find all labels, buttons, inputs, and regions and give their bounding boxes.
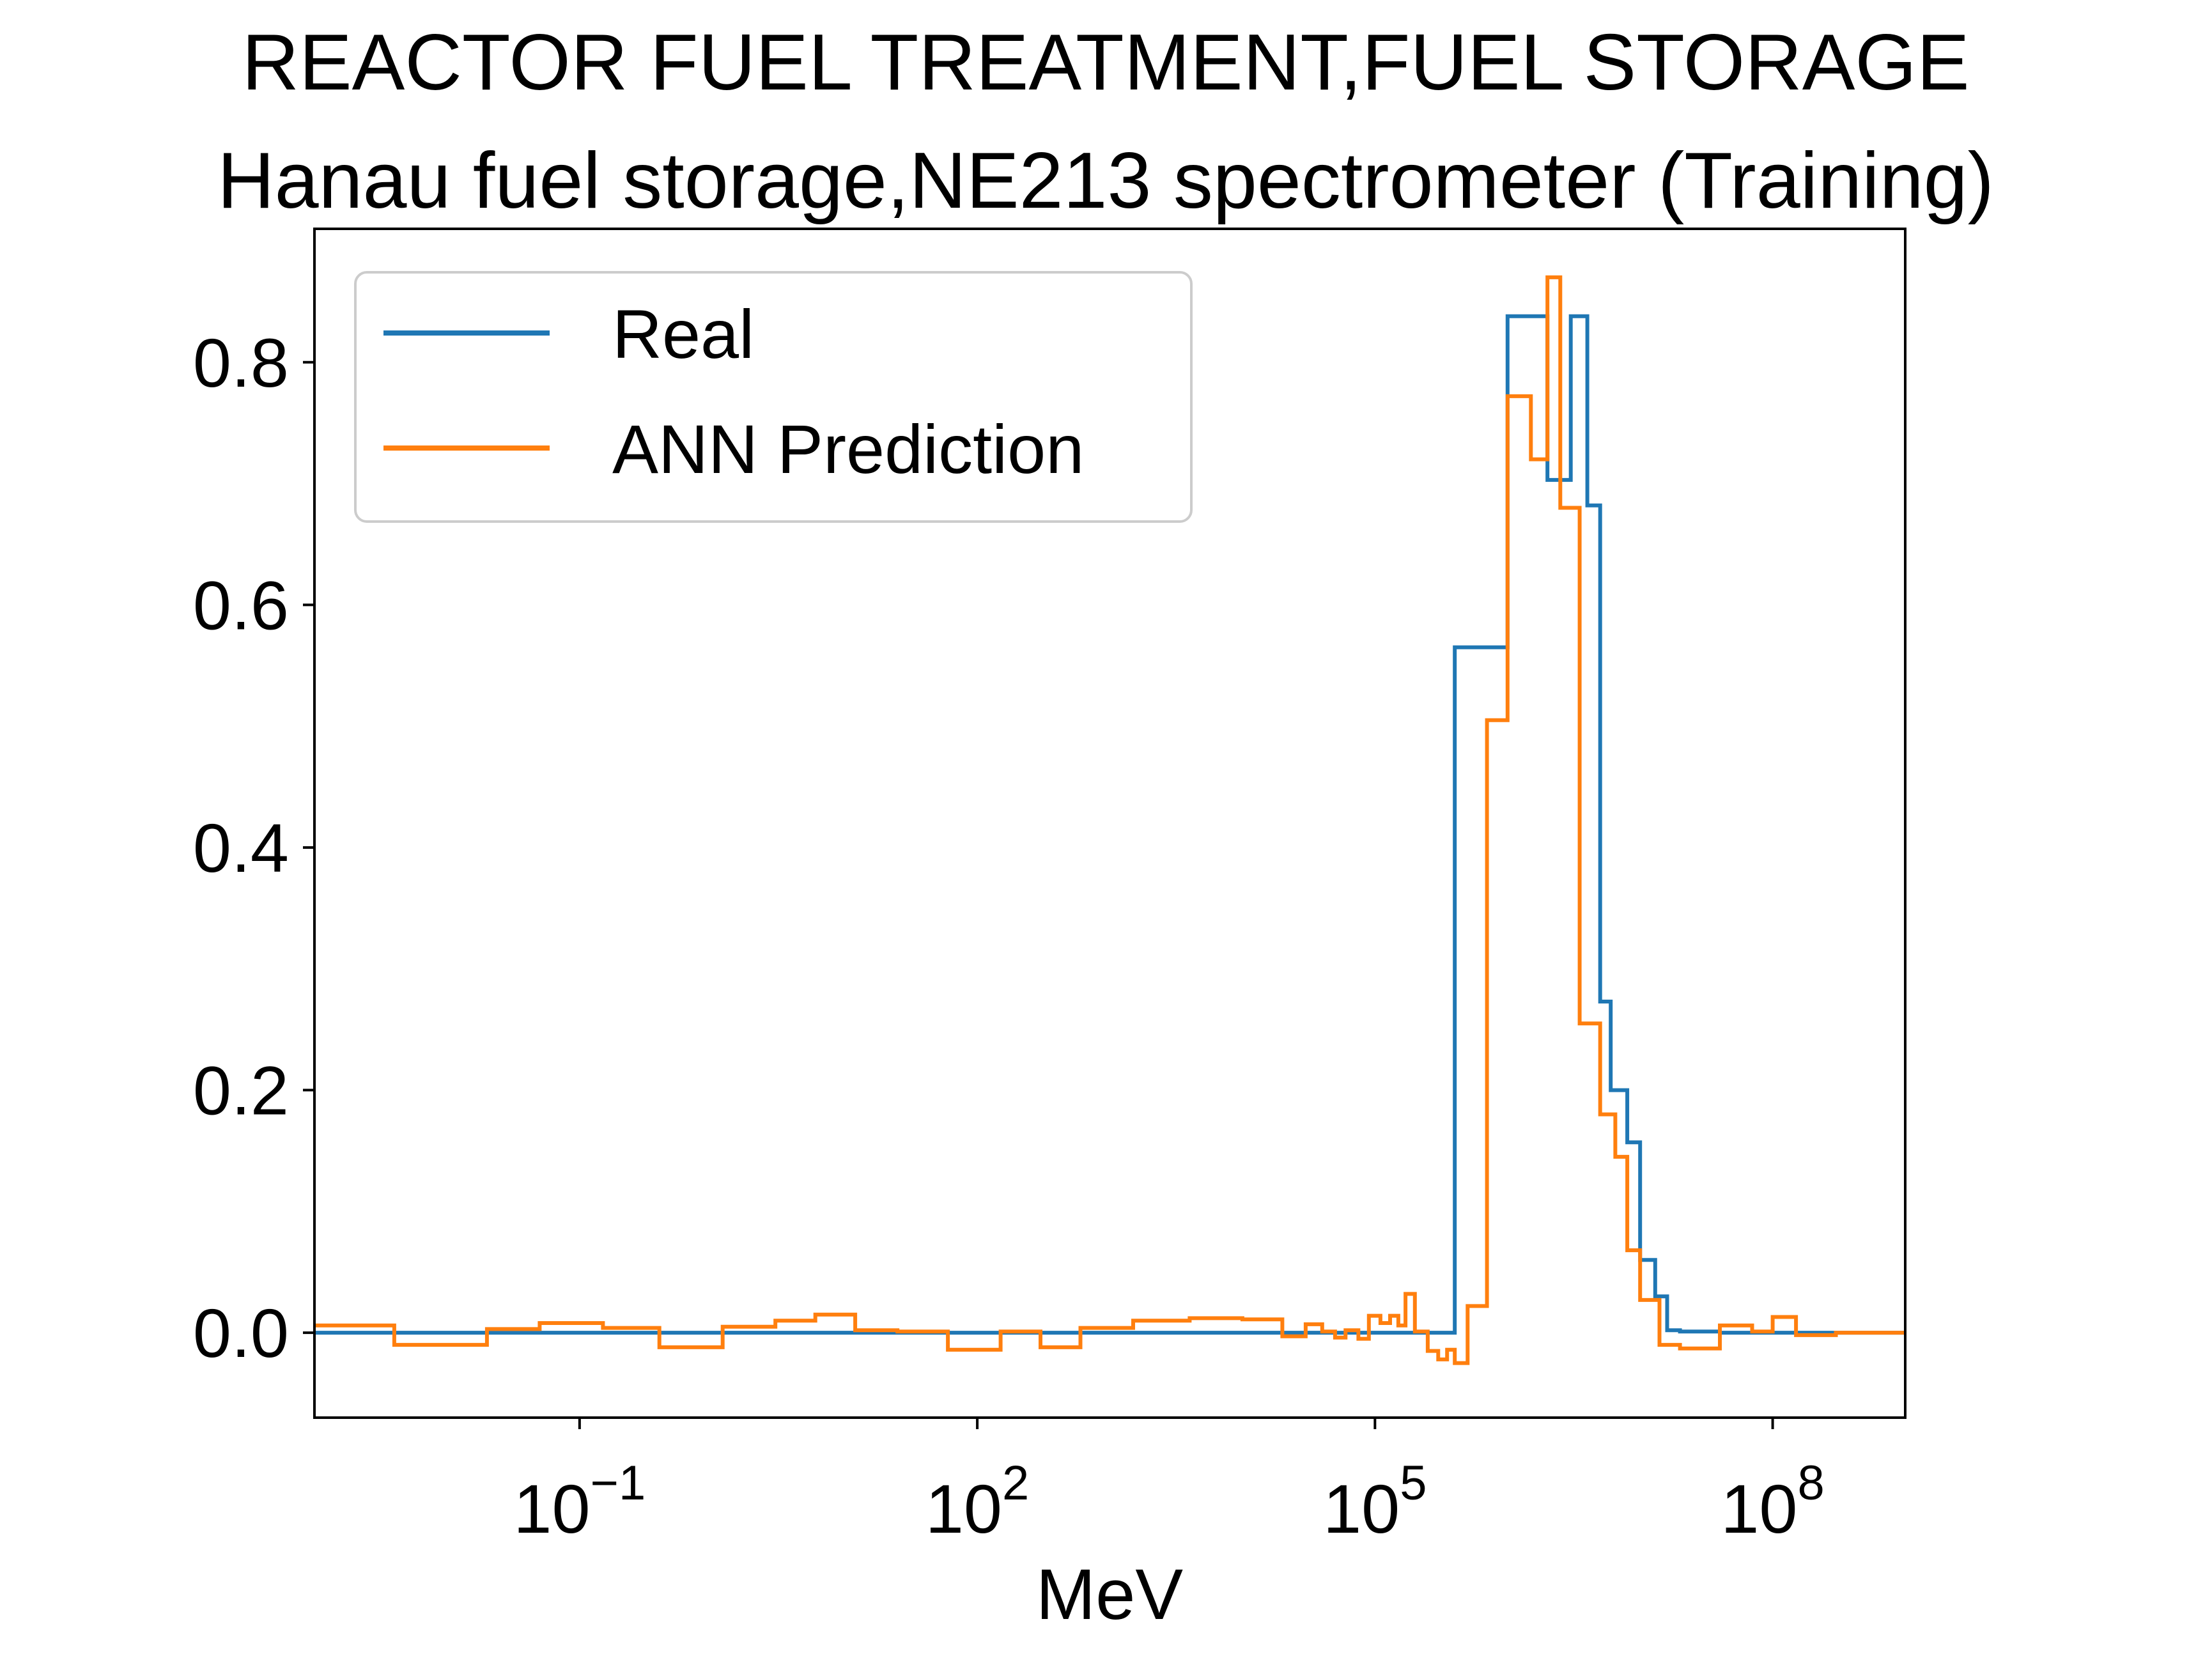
y-tick-label: 0.8 (193, 324, 289, 401)
y-tick-label: 0.6 (193, 566, 289, 644)
x-tick-label: 108 (1721, 1456, 1824, 1547)
y-tick-label: 0.4 (193, 809, 289, 887)
x-tick-label: 10−1 (513, 1456, 646, 1547)
x-tick-label: 102 (925, 1456, 1029, 1547)
y-axis: 0.0 0.2 0.4 0.6 0.8 (193, 324, 314, 1372)
plot-area (314, 275, 1905, 1365)
plot-frame (313, 228, 1906, 1419)
x-tick-label: 105 (1323, 1456, 1427, 1547)
y-tick-label: 0.0 (193, 1294, 289, 1372)
chart-title: REACTOR FUEL TREATMENT,FUEL STORAGE (242, 19, 1969, 107)
chart-subtitle: Hanau fuel storage,NE213 spectrometer (T… (217, 137, 1994, 225)
legend-frame (354, 271, 1193, 523)
x-axis-label: MeV (1036, 1554, 1184, 1634)
legend-label-real: Real (612, 295, 754, 373)
series-line-ann-prediction (314, 275, 1905, 1365)
legend: Real ANN Prediction (354, 271, 1193, 523)
series-line-real (314, 314, 1905, 1335)
legend-label-ann-prediction: ANN Prediction (612, 410, 1084, 488)
x-axis: 10−1 102 105 108 (513, 1418, 1825, 1547)
y-tick-label: 0.2 (193, 1052, 289, 1129)
